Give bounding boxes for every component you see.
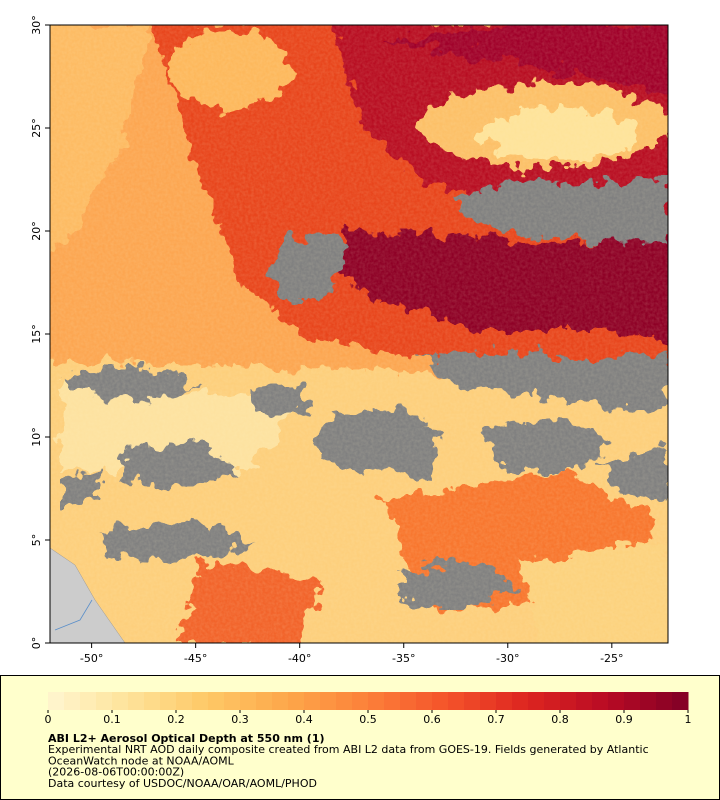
colorbar-tick-label: 0.4	[295, 713, 313, 726]
caption-line: Data courtesy of USDOC/NOAA/OAR/AOML/PHO…	[48, 777, 317, 790]
colorbar-tick-label: 0.8	[551, 713, 569, 726]
y-tick-label: 15°	[30, 324, 43, 344]
colorbar-step	[128, 692, 145, 710]
colorbar-step	[192, 692, 209, 710]
caption: Experimental NRT AOD daily composite cre…	[48, 743, 649, 790]
colorbar-step	[624, 692, 641, 710]
colorbar-step	[48, 692, 65, 710]
y-tick-label: 25°	[30, 118, 43, 138]
colorbar-step	[272, 692, 289, 710]
y-tick-label: 20°	[30, 221, 43, 241]
colorbar-step	[208, 692, 225, 710]
colorbar-step	[352, 692, 369, 710]
map-field	[50, 25, 668, 643]
caption-line: (2026-08-06T00:00:00Z)	[48, 766, 184, 779]
colorbar-step	[528, 692, 545, 710]
colorbar: 0 0.1 0.2 0.3 0.4 0.5 0.6 0.7 0.8 0.9 1	[45, 692, 692, 726]
y-tick-label: 10°	[30, 427, 43, 447]
colorbar-step	[336, 692, 353, 710]
colorbar-step	[368, 692, 385, 710]
y-tick-label: 5°	[30, 534, 43, 547]
colorbar-tick-label: 0.3	[231, 713, 249, 726]
colorbar-step	[64, 692, 81, 710]
colorbar-step	[80, 692, 97, 710]
x-tick-label: -40°	[288, 652, 311, 665]
colorbar-tick-label: 0.1	[103, 713, 121, 726]
colorbar-step	[416, 692, 433, 710]
colorbar-step	[256, 692, 273, 710]
land	[50, 547, 126, 643]
colorbar-tick-label: 0.6	[423, 713, 441, 726]
colorbar-step	[96, 692, 113, 710]
y-tick-label: 0°	[30, 637, 43, 650]
colorbar-step	[288, 692, 305, 710]
title: ABI L2+ Aerosol Optical Depth at 550 nm …	[48, 732, 325, 745]
river	[54, 599, 93, 631]
colorbar-step	[144, 692, 161, 710]
field-texture	[50, 25, 668, 643]
x-tick-label: -50°	[80, 652, 103, 665]
colorbar-step	[592, 692, 609, 710]
caption-line: OceanWatch node at NOAA/AOML	[48, 754, 235, 767]
colorbar-tick-label: 0.2	[167, 713, 185, 726]
colorbar-tick-label: 1	[685, 713, 692, 726]
x-tick-label: -45°	[184, 652, 207, 665]
x-tick-label: -35°	[392, 652, 415, 665]
colorbar-step	[304, 692, 321, 710]
colorbar-step	[176, 692, 193, 710]
x-tick-label: -25°	[600, 652, 623, 665]
colorbar-tick-label: 0	[45, 713, 52, 726]
colorbar-step	[240, 692, 257, 710]
x-tick-label: -30°	[496, 652, 519, 665]
colorbar-step	[640, 692, 657, 710]
colorbar-step	[320, 692, 337, 710]
axes: -50° -45° -40° -35° -30° -25° 0° 5° 10° 15° 20° 25°…	[30, 15, 624, 665]
colorbar-step	[560, 692, 577, 710]
colorbar-tick-label: 0.9	[615, 713, 633, 726]
caption-line: Experimental NRT AOD daily composite cre…	[48, 743, 649, 756]
colorbar-tick-label: 0.7	[487, 713, 505, 726]
colorbar-step	[576, 692, 593, 710]
colorbar-step	[512, 692, 529, 710]
colorbar-step	[384, 692, 401, 710]
colorbar-step	[432, 692, 449, 710]
colorbar-step	[480, 692, 497, 710]
colorbar-step	[672, 692, 689, 710]
colorbar-step	[112, 692, 129, 710]
colorbar-step	[400, 692, 417, 710]
colorbar-step	[160, 692, 177, 710]
colorbar-step	[496, 692, 513, 710]
colorbar-step	[544, 692, 561, 710]
y-tick-label: 30°	[30, 15, 43, 35]
colorbar-step	[448, 692, 465, 710]
colorbar-step	[656, 692, 673, 710]
colorbar-step	[224, 692, 241, 710]
colorbar-step	[464, 692, 481, 710]
colorbar-step	[608, 692, 625, 710]
colorbar-tick-label: 0.5	[359, 713, 377, 726]
